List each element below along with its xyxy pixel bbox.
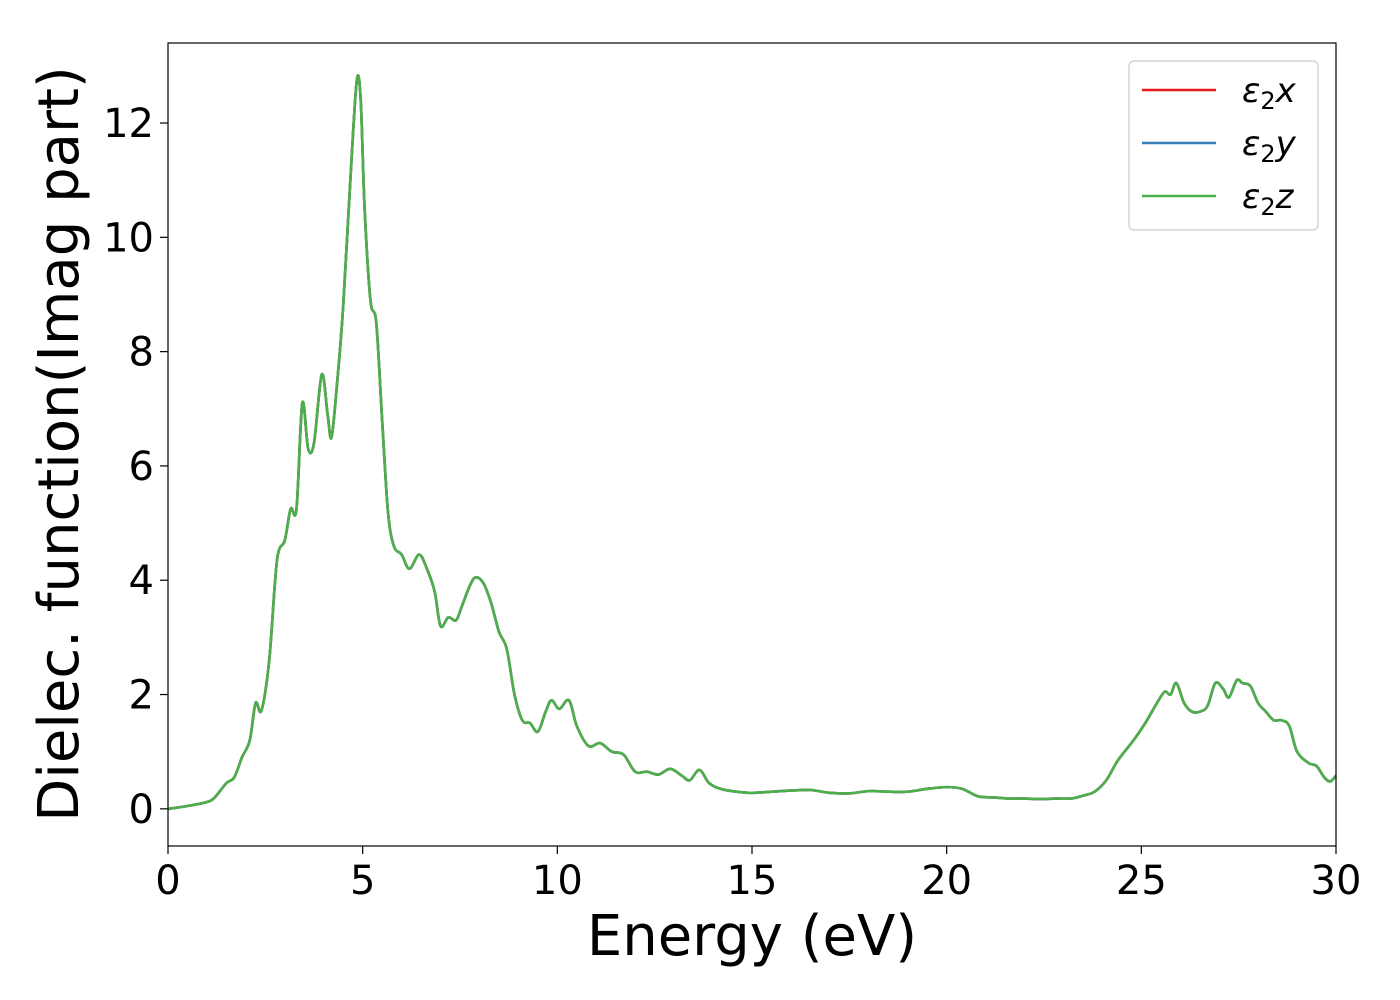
y-tick-label: 2 — [129, 673, 154, 719]
legend-label-z: ε2z — [1242, 177, 1295, 221]
y-axis-title: Dielec. function(Imag part) — [27, 66, 92, 822]
y-tick-label: 12 — [103, 101, 154, 147]
x-tick-label: 5 — [350, 858, 375, 904]
x-tick-label: 30 — [1311, 858, 1362, 904]
y-tick-label: 8 — [129, 330, 154, 376]
series-layer — [167, 74, 1337, 811]
series-line-z — [167, 74, 1337, 811]
y-tick-label: 6 — [129, 444, 154, 490]
y-tick-label: 0 — [129, 787, 154, 833]
x-tick-label: 20 — [921, 858, 972, 904]
y-axis: 0 2 4 6 8 10 12 — [103, 101, 168, 833]
x-tick-label: 15 — [727, 858, 778, 904]
y-tick-label: 10 — [103, 215, 154, 261]
legend-box — [1128, 60, 1319, 231]
legend-label-x: ε2x — [1242, 71, 1297, 115]
x-tick-label: 25 — [1116, 858, 1167, 904]
legend: ε2x ε2y ε2z — [1128, 60, 1319, 231]
y-tick-label: 4 — [129, 558, 154, 604]
x-axis-title: Energy (eV) — [587, 904, 917, 969]
legend-label-y: ε2y — [1242, 124, 1297, 168]
x-tick-label: 10 — [532, 858, 583, 904]
x-axis: 0 5 10 15 20 25 30 — [155, 846, 1361, 904]
x-tick-label: 0 — [155, 858, 180, 904]
